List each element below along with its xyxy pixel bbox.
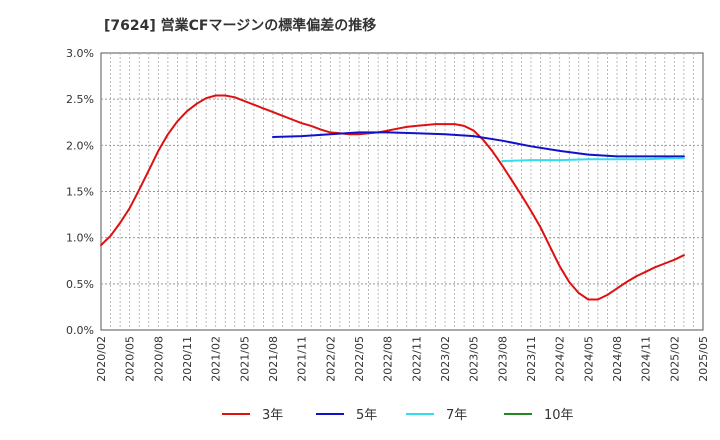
grid <box>101 53 703 330</box>
x-tick-label: 2020/08 <box>152 336 165 382</box>
x-tick-label: 2024/05 <box>582 336 595 382</box>
legend-label: 5年 <box>356 408 377 423</box>
legend-label: 3年 <box>262 408 283 423</box>
y-tick-label: 3.0% <box>66 47 94 60</box>
y-tick-label: 1.5% <box>66 186 94 199</box>
x-tick-label: 2020/02 <box>95 336 108 382</box>
series-lines <box>100 94 685 301</box>
legend-label: 10年 <box>544 408 574 423</box>
x-tick-label: 2024/02 <box>554 336 567 382</box>
x-tick-label: 2025/02 <box>668 336 681 382</box>
x-tick-label: 2023/08 <box>496 336 509 382</box>
x-tick-label: 2022/02 <box>324 336 337 382</box>
x-tick-label: 2024/11 <box>640 336 653 382</box>
y-tick-label: 1.0% <box>66 232 94 245</box>
x-tick-label: 2022/11 <box>410 336 423 382</box>
y-tick-label: 0.5% <box>66 278 94 291</box>
x-tick-label: 2022/08 <box>382 336 395 382</box>
y-tick-label: 2.5% <box>66 93 94 106</box>
x-tick-label: 2022/05 <box>353 336 366 382</box>
x-tick-label: 2023/02 <box>439 336 452 382</box>
x-tick-label: 2025/05 <box>697 336 710 382</box>
x-tick-label: 2021/05 <box>238 336 251 382</box>
legend-label: 7年 <box>446 408 467 423</box>
x-tick-label: 2023/05 <box>468 336 481 382</box>
x-tick-label: 2020/05 <box>124 336 137 382</box>
x-tick-label: 2021/11 <box>296 336 309 382</box>
y-tick-label: 0.0% <box>66 324 94 337</box>
y-axis: 0.0% 0.5% 1.0% 1.5% 2.0% 2.5% 3.0% <box>66 47 94 337</box>
x-axis: 2020/02 2020/05 2020/08 2020/11 2021/02 2021/… <box>95 336 710 382</box>
series-line-0 <box>100 94 685 301</box>
x-tick-label: 2020/11 <box>181 336 194 382</box>
x-tick-label: 2024/08 <box>611 336 624 382</box>
series-line-1 <box>272 131 685 158</box>
legend: 3年 5年 7年 10年 <box>222 408 574 423</box>
y-tick-label: 2.0% <box>66 139 94 152</box>
x-tick-label: 2021/08 <box>267 336 280 382</box>
series-line-2 <box>501 157 685 162</box>
chart-title: [7624] 営業CFマージンの標準偏差の推移 <box>104 17 376 34</box>
x-tick-label: 2021/02 <box>210 336 223 382</box>
x-tick-label: 2023/11 <box>525 336 538 382</box>
